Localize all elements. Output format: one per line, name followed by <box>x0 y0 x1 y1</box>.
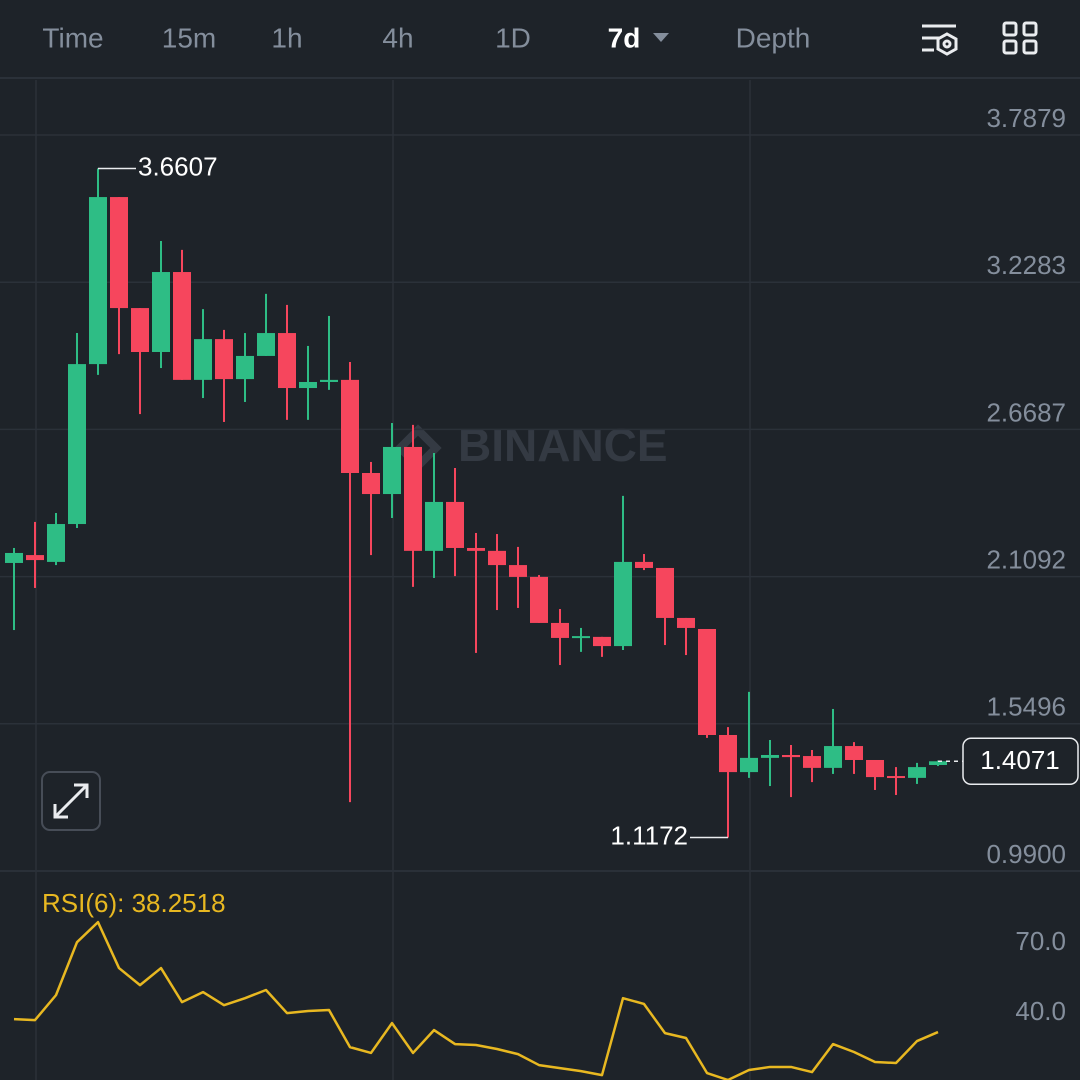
candle-body <box>929 761 947 765</box>
y-tick-label: 70.0 <box>1015 926 1066 956</box>
candle-body <box>383 446 401 495</box>
rsi-line <box>13 920 939 1080</box>
candle-body <box>152 272 170 352</box>
candle-body <box>530 576 548 623</box>
candle-body <box>320 379 338 382</box>
price-tag <box>962 737 1079 786</box>
tab[interactable]: Depth <box>736 22 811 53</box>
candle-body <box>26 555 44 561</box>
candle-body <box>572 636 590 639</box>
tab[interactable]: 4h <box>382 22 413 53</box>
candle-body <box>887 776 905 779</box>
candle-body <box>278 333 296 389</box>
candle-body <box>47 524 65 562</box>
high-label: 3.6607 <box>138 151 218 181</box>
candle-body <box>425 501 443 551</box>
candle-body <box>845 746 863 760</box>
candle-body <box>803 756 821 768</box>
dropdown-arrow <box>653 33 669 42</box>
watermark-text: BINANCE <box>458 419 668 471</box>
candle-body <box>362 473 380 495</box>
tab[interactable]: 15m <box>162 22 216 53</box>
y-tick-label: 0.9900 <box>986 839 1066 869</box>
candle-body <box>68 364 86 525</box>
y-tick-label: 3.2283 <box>986 250 1066 280</box>
candle-body <box>194 339 212 380</box>
candle-body <box>257 333 275 356</box>
candle-body <box>719 735 737 773</box>
candle-body <box>551 622 569 638</box>
candle-body <box>446 501 464 548</box>
y-tick-label: 2.6687 <box>986 397 1066 427</box>
candle-body <box>740 757 758 773</box>
candle-body <box>341 379 359 474</box>
candle-body <box>467 547 485 551</box>
candle-body <box>635 561 653 568</box>
y-tick-label: 2.1092 <box>986 544 1066 574</box>
candle-body <box>677 617 695 628</box>
candle-body <box>236 355 254 380</box>
expand-button[interactable] <box>41 771 101 831</box>
y-tick-label: 40.0 <box>1015 996 1066 1026</box>
rsi-panel: 70.0 40.0 RSI(6): 38.2518 <box>13 888 1066 1080</box>
candle-body <box>215 339 233 380</box>
candle-body <box>509 565 527 577</box>
candle-body <box>614 561 632 647</box>
candle-body <box>5 552 23 563</box>
tab[interactable]: Time <box>42 22 103 53</box>
candle-body <box>593 636 611 647</box>
filter-icon[interactable] <box>922 24 958 56</box>
candle-body <box>299 381 317 389</box>
current-price: 1.4071 <box>980 745 1060 775</box>
candle-body <box>698 628 716 736</box>
candle-body <box>656 567 674 618</box>
tab[interactable]: 1h <box>271 22 302 53</box>
tab[interactable]: 1D <box>495 22 531 53</box>
low-label: 1.1172 <box>610 820 688 850</box>
candle-body <box>404 446 422 551</box>
y-tick-label: 1.5496 <box>986 692 1066 722</box>
candle-body <box>866 759 884 778</box>
candle-body <box>110 197 128 309</box>
candle-body <box>782 754 800 758</box>
rsi-label: RSI(6): 38.2518 <box>42 888 226 918</box>
candle-body <box>488 550 506 566</box>
y-tick-label: 3.7879 <box>986 103 1066 133</box>
candle-body <box>908 767 926 778</box>
candle-body <box>824 746 842 768</box>
candle-body <box>761 754 779 758</box>
layout-icon[interactable] <box>1002 21 1038 55</box>
candle-body <box>131 308 149 352</box>
candle-body <box>89 197 107 365</box>
candle-body <box>173 272 191 380</box>
tab-bar: Time 15m 1h 4h 1D 7d Depth <box>42 22 810 53</box>
tab[interactable]: 7d <box>608 22 641 53</box>
price-panel: 3.7879 3.2283 2.6687 2.1092 1.5496 0.9900 3.66… <box>0 103 1080 872</box>
